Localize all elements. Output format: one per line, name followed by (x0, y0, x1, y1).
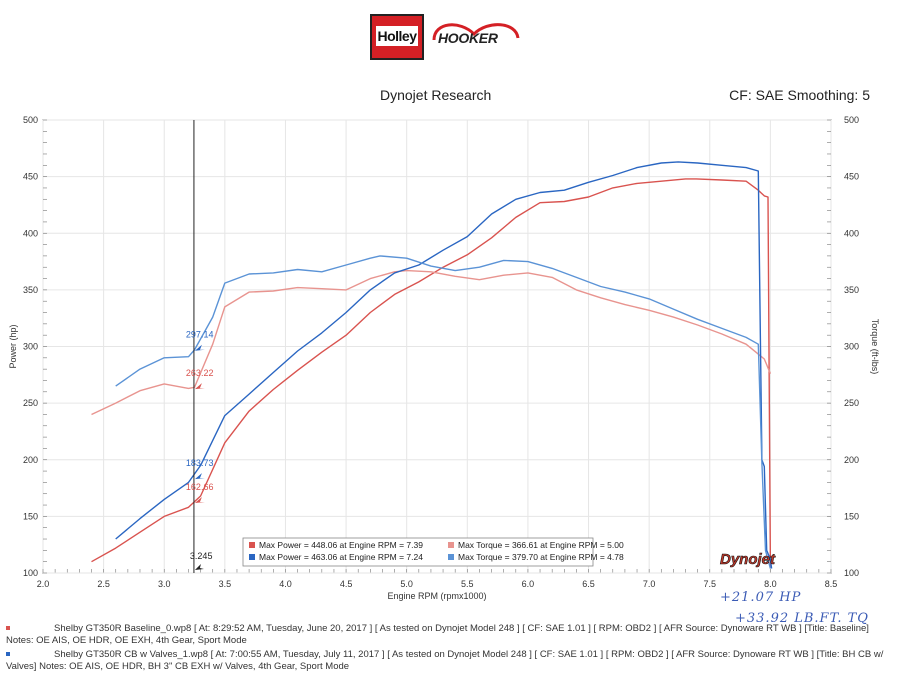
cb-valves-color-marker (6, 652, 10, 657)
holley-logo: Holley (370, 14, 424, 60)
cursor-value-label: 297.14 (186, 330, 214, 340)
cursor-value-label: 162.66 (186, 482, 214, 492)
series-line-0 (91, 178, 772, 569)
x-tick-label: 6.5 (582, 579, 595, 589)
handwritten-hp-gain: +21.07 HP (720, 590, 802, 605)
y-tick-label: 250 (23, 398, 38, 408)
cursor-value-label: 263.22 (186, 368, 214, 378)
y-tick-label: 350 (23, 285, 38, 295)
cursor-value-label: 183.73 (186, 458, 214, 468)
cursor-label: 3.245 (190, 551, 213, 561)
y2-tick-label: 350 (844, 285, 859, 295)
hooker-logo: HOOKER (430, 14, 525, 60)
x-tick-label: 6.0 (522, 579, 535, 589)
y2-tick-label: 250 (844, 398, 859, 408)
y2-tick-label: 400 (844, 228, 859, 238)
chart-header-right: CF: SAE Smoothing: 5 (729, 87, 870, 103)
y2-axis-label: Torque (ft-lbs) (870, 319, 880, 375)
x-tick-label: 2.0 (37, 579, 50, 589)
hooker-logo-text: HOOKER (438, 30, 498, 46)
y2-tick-label: 450 (844, 172, 859, 182)
x-tick-label: 2.5 (97, 579, 110, 589)
legend-entry: Max Torque = 366.61 at Engine RPM = 5.00 (458, 540, 624, 550)
x-tick-label: 5.0 (400, 579, 413, 589)
y2-tick-label: 500 (844, 115, 859, 125)
y2-tick-label: 300 (844, 342, 859, 352)
x-tick-label: 8.5 (825, 579, 838, 589)
x-tick-label: 5.5 (461, 579, 474, 589)
run-info-baseline: Shelby GT350R Baseline_0.wp8 [ At: 8:29:… (6, 623, 896, 647)
x-tick-label: 3.0 (158, 579, 171, 589)
legend-entry: Max Torque = 379.70 at Engine RPM = 4.78 (458, 552, 624, 562)
hooker-heart-icon (432, 23, 520, 41)
legend-swatch (249, 554, 255, 560)
dyno-chart: 2.0 2.5 3.0 3.5 4.0 4.5 5.0 5.5 6.0 6.5 7.0 7.5 8.0 8… (8, 115, 880, 601)
y2-tick-label: 150 (844, 511, 859, 521)
legend-swatch (249, 542, 255, 548)
x-tick-label: 4.0 (279, 579, 292, 589)
baseline-color-marker (6, 626, 10, 631)
dynojet-brand-mark: Dynojet (720, 551, 776, 568)
x-tick-label: 3.5 (219, 579, 232, 589)
x-axis-label: Engine RPM (rpmx1000) (387, 591, 486, 601)
x-tick-label: 8.0 (764, 579, 777, 589)
x-tick-label: 7.0 (643, 579, 656, 589)
legend-entry: Max Power = 448.06 at Engine RPM = 7.39 (259, 540, 423, 550)
y-axis-label: Power (hp) (8, 324, 18, 368)
cursor-value-arrow-icon (194, 383, 205, 390)
legend-swatch (448, 542, 454, 548)
x-tick-label: 7.5 (704, 579, 717, 589)
x-tick-label: 4.5 (340, 579, 353, 589)
series-line-1 (91, 269, 772, 416)
cursor-arrow-icon (194, 564, 204, 570)
legend-swatch (448, 554, 454, 560)
series-line-3 (115, 255, 772, 569)
y-tick-label: 500 (23, 115, 38, 125)
legend-box (242, 537, 594, 567)
y-tick-label: 400 (23, 228, 38, 238)
run-file-line: Shelby GT350R Baseline_0.wp8 [ At: 8:29:… (54, 623, 869, 634)
cursor-value-arrow-icon (194, 497, 205, 504)
y-tick-label: 300 (23, 342, 38, 352)
series-line-2 (115, 161, 773, 569)
cursor-value-arrow-icon (194, 473, 205, 480)
run-notes: Notes: OE AIS, OE HDR, OE EXH, 4th Gear,… (6, 635, 247, 646)
y2-tick-label: 200 (844, 455, 859, 465)
y-tick-label: 450 (23, 172, 38, 182)
y-tick-label: 150 (23, 511, 38, 521)
y2-tick-label: 100 (844, 568, 859, 578)
run-notes: Valves] Notes: OE AIS, OE HDR, BH 3" CB … (6, 661, 350, 672)
run-info-cb-valves: Shelby GT350R CB w Valves_1.wp8 [ At: 7:… (6, 649, 896, 673)
run-file-line: Shelby GT350R CB w Valves_1.wp8 [ At: 7:… (54, 649, 884, 660)
legend-entry: Max Power = 463.06 at Engine RPM = 7.24 (259, 552, 423, 562)
handwritten-tq-gain: +33.92 LB.FT. TQ (735, 611, 869, 626)
cursor-value-arrow-icon (194, 344, 205, 351)
y-tick-label: 200 (23, 455, 38, 465)
y-tick-label: 100 (23, 568, 38, 578)
holley-logo-text: Holley (376, 26, 418, 46)
chart-header-left: Dynojet Research (380, 87, 492, 103)
